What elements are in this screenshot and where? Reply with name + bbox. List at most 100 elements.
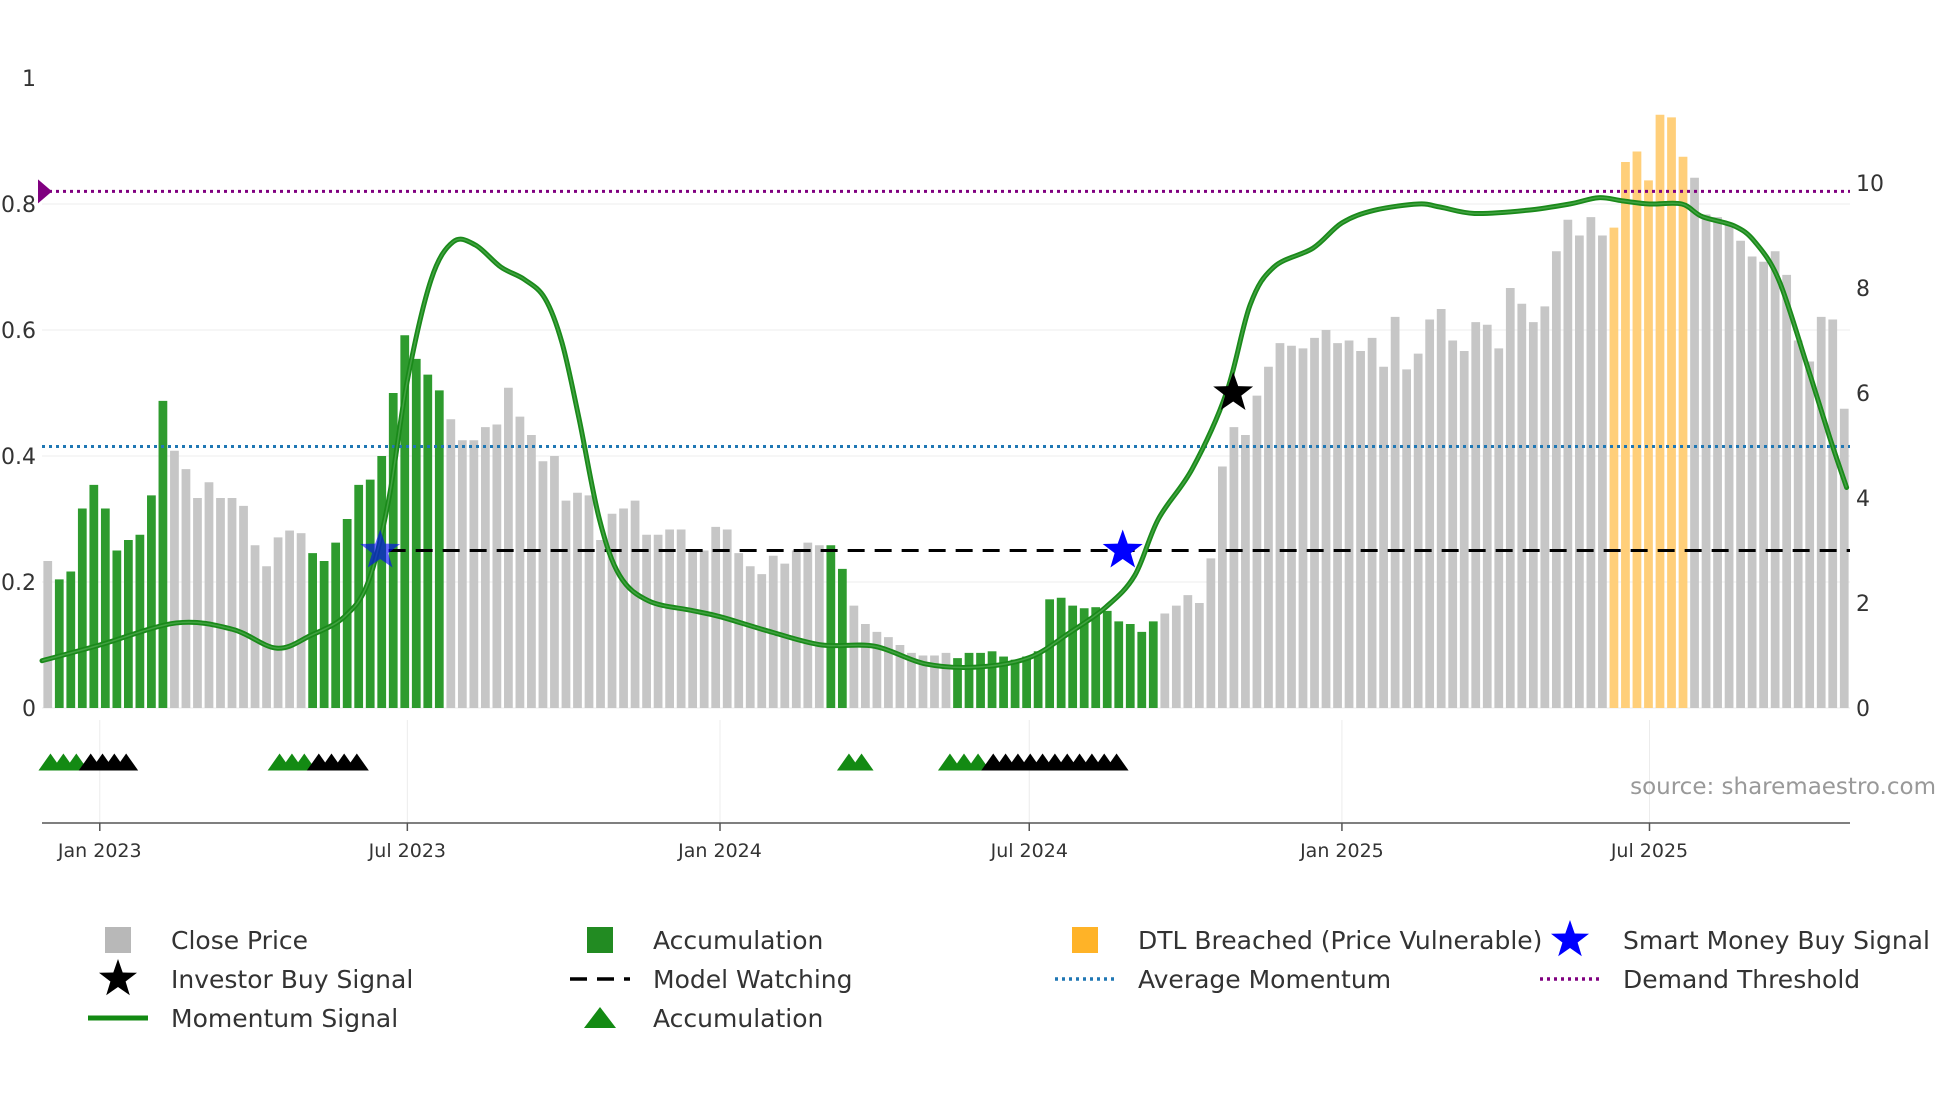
right-tick-label-4: 8 <box>1856 277 1870 302</box>
price-bar-13 <box>193 498 202 708</box>
price-bar-151 <box>1782 274 1792 708</box>
price-bar-21 <box>285 530 294 708</box>
price-bar-11 <box>170 450 179 708</box>
legend-swatch-2 <box>1072 927 1098 953</box>
price-bar-78 <box>941 652 951 708</box>
price-bar-116 <box>1379 366 1388 708</box>
accumulation-bar-80 <box>964 652 974 708</box>
price-bar-154 <box>1816 316 1826 708</box>
x-axis-ticks: Jan 2023 Jul 2023 Jan 2024 Jul 2024 Jan 2025… <box>57 823 1688 862</box>
price-bar-66 <box>803 542 813 708</box>
dtl-breached-bar-141 <box>1667 117 1676 708</box>
price-bar-47 <box>584 495 594 708</box>
legend-swatch-1 <box>587 927 613 953</box>
x-tick-label-2: Jan 2024 <box>677 840 762 862</box>
accumulation-bar-3 <box>77 508 87 708</box>
price-bar-39 <box>492 424 502 708</box>
price-bar-36 <box>457 440 467 708</box>
accumulation-bar-9 <box>147 495 156 708</box>
dtl-breached-bar-139 <box>1644 180 1653 708</box>
accumulation-bar-10 <box>158 400 168 708</box>
right-tick-label-2: 4 <box>1856 487 1870 512</box>
x-tick-label-0: Jan 2023 <box>57 840 142 862</box>
price-bar-131 <box>1551 251 1561 708</box>
right-tick-label-0: 0 <box>1856 697 1870 722</box>
price-bar-103 <box>1229 427 1239 708</box>
accumulation-bar-28 <box>365 479 375 708</box>
accumulation-triangle-4-1 <box>849 753 874 771</box>
left-y-axis-ticks: 0 0.2 0.4 0.6 0.8 1 <box>1 67 36 722</box>
accumulation-bar-4 <box>89 484 99 708</box>
price-bar-132 <box>1563 219 1573 708</box>
accumulation-bar-1 <box>54 579 64 708</box>
price-bar-133 <box>1574 235 1584 708</box>
price-bar-41 <box>515 416 525 708</box>
price-bar-109 <box>1298 348 1308 708</box>
dtl-breached-bar-137 <box>1621 162 1630 708</box>
accumulation-bar-69 <box>837 568 847 708</box>
accumulation-bar-82 <box>987 651 997 708</box>
price-bar-107 <box>1275 343 1285 708</box>
price-bar-44 <box>550 456 559 708</box>
accumulation-bar-5 <box>100 508 110 708</box>
smart-money-buy-signal-0 <box>360 529 401 568</box>
price-bar-148 <box>1747 256 1757 708</box>
accumulation-bar-7 <box>123 540 133 708</box>
price-bar-60 <box>734 553 744 708</box>
price-bar-126 <box>1494 348 1504 708</box>
price-bar-20 <box>273 537 283 708</box>
price-bar-55 <box>676 529 686 708</box>
price-bar-19 <box>262 566 271 708</box>
accumulation-bar-96 <box>1148 621 1158 708</box>
price-bar-74 <box>895 645 905 708</box>
price-bar-155 <box>1828 319 1838 708</box>
price-bar-106 <box>1264 366 1273 708</box>
price-bar-46 <box>573 492 582 708</box>
price-bar-17 <box>239 505 248 708</box>
dtl-breached-bar-142 <box>1678 156 1688 708</box>
price-bar-156 <box>1839 408 1849 708</box>
price-bar-48 <box>596 540 605 708</box>
left-tick-label-2: 0.4 <box>1 445 36 470</box>
accumulation-bar-86 <box>1033 651 1043 708</box>
dtl-breached-bar-136 <box>1609 227 1619 708</box>
momentum-signal-layer <box>39 195 1850 670</box>
price-bar-97 <box>1160 613 1170 708</box>
price-bar-54 <box>665 529 674 708</box>
accumulation-bar-8 <box>135 534 145 708</box>
legend-swatch-0 <box>105 927 131 953</box>
price-bar-49 <box>607 513 617 708</box>
price-bar-112 <box>1333 343 1342 708</box>
accumulation-triangle-6-10 <box>1104 753 1129 771</box>
right-tick-label-5: 10 <box>1856 172 1884 197</box>
accumulation-bar-88 <box>1056 597 1066 708</box>
x-tick-label-1: Jul 2023 <box>368 840 446 862</box>
price-bar-128 <box>1517 303 1527 708</box>
price-bar-35 <box>446 419 456 708</box>
price-bar-118 <box>1402 369 1412 708</box>
price-bar-108 <box>1287 345 1296 708</box>
price-bar-76 <box>918 655 928 708</box>
accumulation-bar-2 <box>66 571 76 708</box>
price-bar-135 <box>1598 235 1607 708</box>
price-bar-65 <box>791 550 801 708</box>
accumulation-bar-6 <box>112 550 122 708</box>
price-bar-101 <box>1206 558 1216 708</box>
accumulation-bar-32 <box>411 358 421 708</box>
x-tick-label-4: Jan 2025 <box>1299 840 1384 862</box>
legend-label-8: Momentum Signal <box>171 1004 398 1033</box>
legend-label-9: Accumulation <box>653 1004 823 1033</box>
dtl-breached-bar-140 <box>1655 114 1665 708</box>
accumulation-bar-24 <box>319 561 329 708</box>
accumulation-bar-79 <box>953 658 962 708</box>
price-bars <box>43 114 1849 708</box>
price-bar-115 <box>1367 337 1377 708</box>
x-tick-label-5: Jul 2025 <box>1610 840 1688 862</box>
accumulation-bar-89 <box>1068 605 1078 708</box>
price-bar-22 <box>296 533 306 708</box>
accumulation-bar-34 <box>434 390 444 708</box>
left-tick-label-3: 0.6 <box>1 319 36 344</box>
price-bar-72 <box>872 631 882 708</box>
legend-star-4 <box>99 959 137 996</box>
